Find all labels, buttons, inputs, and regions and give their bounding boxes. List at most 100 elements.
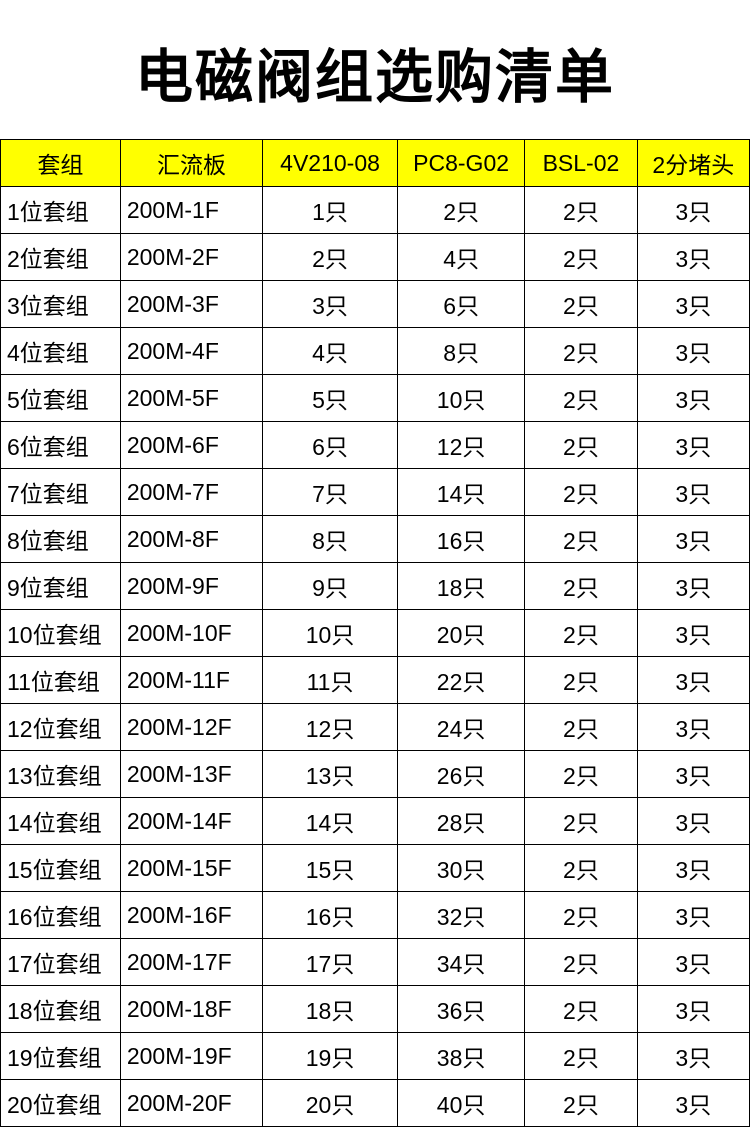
table-cell: 3只	[637, 798, 749, 845]
table-cell: 3只	[263, 281, 398, 328]
table-cell: 19只	[263, 1033, 398, 1080]
table-cell: 200M-18F	[120, 986, 262, 1033]
table-cell: 2只	[525, 798, 637, 845]
table-cell: 2只	[525, 516, 637, 563]
table-cell: 200M-13F	[120, 751, 262, 798]
table-cell: 200M-3F	[120, 281, 262, 328]
table-cell: 9只	[263, 563, 398, 610]
table-cell: 14只	[263, 798, 398, 845]
table-cell: 40只	[397, 1080, 524, 1127]
table-cell: 16只	[263, 892, 398, 939]
table-row: 13位套组200M-13F13只26只2只3只	[1, 751, 750, 798]
header-row: 套组 汇流板 4V210-08 PC8-G02 BSL-02 2分堵头	[1, 140, 750, 187]
table-cell: 3只	[637, 1080, 749, 1127]
table-cell: 20只	[397, 610, 524, 657]
table-cell: 8只	[397, 328, 524, 375]
table-cell: 200M-2F	[120, 234, 262, 281]
table-cell: 200M-9F	[120, 563, 262, 610]
table-cell: 10只	[263, 610, 398, 657]
table-cell: 200M-12F	[120, 704, 262, 751]
table-cell: 2只	[525, 704, 637, 751]
table-cell: 3只	[637, 281, 749, 328]
table-cell: 2只	[525, 657, 637, 704]
table-cell: 2只	[525, 845, 637, 892]
table-cell: 200M-4F	[120, 328, 262, 375]
table-cell: 3只	[637, 1033, 749, 1080]
table-cell: 13只	[263, 751, 398, 798]
table-cell: 4只	[397, 234, 524, 281]
table-row: 16位套组200M-16F16只32只2只3只	[1, 892, 750, 939]
table-row: 1位套组200M-1F1只2只2只3只	[1, 187, 750, 234]
table-cell: 20只	[263, 1080, 398, 1127]
table-cell: 10只	[397, 375, 524, 422]
table-cell: 2只	[525, 187, 637, 234]
table-cell: 200M-6F	[120, 422, 262, 469]
table-cell: 200M-5F	[120, 375, 262, 422]
table-cell: 19位套组	[1, 1033, 121, 1080]
header-cell-plug: 2分堵头	[637, 140, 749, 187]
table-row: 10位套组200M-10F10只20只2只3只	[1, 610, 750, 657]
table-cell: 12只	[263, 704, 398, 751]
header-cell-pc8: PC8-G02	[397, 140, 524, 187]
table-cell: 2只	[397, 187, 524, 234]
table-cell: 2只	[525, 751, 637, 798]
table-cell: 3只	[637, 563, 749, 610]
table-cell: 3只	[637, 516, 749, 563]
header-cell-set: 套组	[1, 140, 121, 187]
table-cell: 200M-14F	[120, 798, 262, 845]
table-cell: 3只	[637, 751, 749, 798]
table-cell: 18只	[263, 986, 398, 1033]
table-cell: 3只	[637, 187, 749, 234]
table-cell: 200M-19F	[120, 1033, 262, 1080]
table-cell: 1位套组	[1, 187, 121, 234]
table-cell: 200M-20F	[120, 1080, 262, 1127]
table-cell: 11只	[263, 657, 398, 704]
table-cell: 38只	[397, 1033, 524, 1080]
table-row: 20位套组200M-20F20只40只2只3只	[1, 1080, 750, 1127]
table-cell: 18位套组	[1, 986, 121, 1033]
page-title: 电磁阀组选购清单	[0, 0, 750, 139]
table-cell: 2位套组	[1, 234, 121, 281]
table-cell: 6只	[397, 281, 524, 328]
table-row: 11位套组200M-11F11只22只2只3只	[1, 657, 750, 704]
table-cell: 2只	[525, 1080, 637, 1127]
table-cell: 2只	[525, 939, 637, 986]
table-cell: 2只	[525, 234, 637, 281]
table-cell: 16位套组	[1, 892, 121, 939]
table-cell: 36只	[397, 986, 524, 1033]
table-body: 1位套组200M-1F1只2只2只3只2位套组200M-2F2只4只2只3只3位…	[1, 187, 750, 1127]
table-cell: 6只	[263, 422, 398, 469]
table-cell: 8位套组	[1, 516, 121, 563]
table-cell: 24只	[397, 704, 524, 751]
table-row: 4位套组200M-4F4只8只2只3只	[1, 328, 750, 375]
table-cell: 7位套组	[1, 469, 121, 516]
table-cell: 6位套组	[1, 422, 121, 469]
table-cell: 3只	[637, 422, 749, 469]
table-cell: 2只	[525, 1033, 637, 1080]
table-cell: 200M-10F	[120, 610, 262, 657]
table-row: 15位套组200M-15F15只30只2只3只	[1, 845, 750, 892]
table-cell: 2只	[525, 610, 637, 657]
table-cell: 17位套组	[1, 939, 121, 986]
table-cell: 3只	[637, 375, 749, 422]
table-cell: 3只	[637, 939, 749, 986]
header-cell-4v210: 4V210-08	[263, 140, 398, 187]
table-cell: 3只	[637, 657, 749, 704]
table-cell: 28只	[397, 798, 524, 845]
table-cell: 2只	[525, 328, 637, 375]
table-row: 9位套组200M-9F9只18只2只3只	[1, 563, 750, 610]
table-cell: 17只	[263, 939, 398, 986]
table-cell: 2只	[525, 563, 637, 610]
table-cell: 3只	[637, 892, 749, 939]
table-cell: 3只	[637, 845, 749, 892]
table-row: 8位套组200M-8F8只16只2只3只	[1, 516, 750, 563]
table-cell: 2只	[263, 234, 398, 281]
table-cell: 3只	[637, 610, 749, 657]
table-cell: 2只	[525, 986, 637, 1033]
table-header: 套组 汇流板 4V210-08 PC8-G02 BSL-02 2分堵头	[1, 140, 750, 187]
table-cell: 3只	[637, 328, 749, 375]
table-cell: 1只	[263, 187, 398, 234]
table-row: 7位套组200M-7F7只14只2只3只	[1, 469, 750, 516]
table-row: 12位套组200M-12F12只24只2只3只	[1, 704, 750, 751]
table-cell: 200M-15F	[120, 845, 262, 892]
